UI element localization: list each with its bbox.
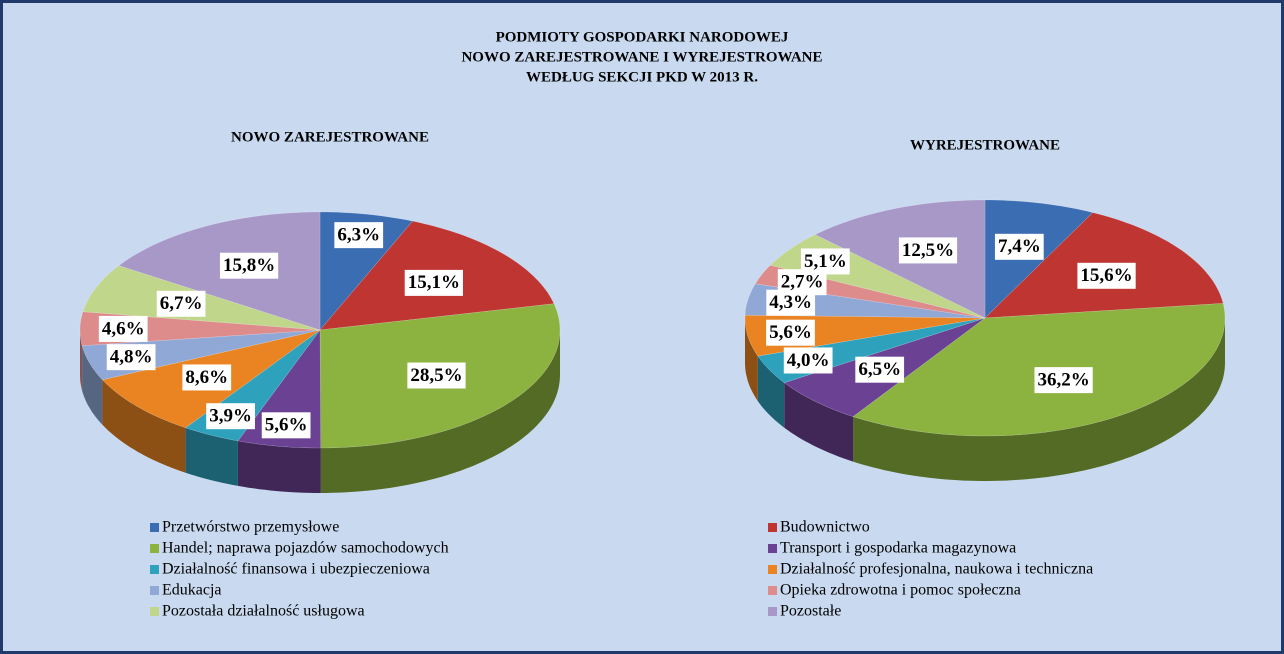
legend-label: Budownictwo [780, 519, 870, 536]
slice-side [745, 318, 758, 402]
slice-side [757, 356, 785, 428]
chart-title: WEDŁUG SEKCJI PKD W 2013 R. [526, 69, 758, 85]
legend-label: Pozostała działalność usługowa [162, 603, 365, 620]
data-label-text: 5,6% [769, 322, 812, 343]
data-label-text: 28,5% [410, 365, 462, 386]
slice-side [185, 427, 238, 486]
data-label-text: 8,6% [185, 367, 228, 388]
pie-title: NOWO ZAREJESTROWANE [231, 129, 429, 145]
slice-side [82, 345, 103, 425]
legend-label: Transport i gospodarka magazynowa [780, 540, 1016, 557]
data-label-text: 3,9% [209, 406, 252, 427]
data-label-bg [106, 344, 156, 371]
legend-label: Działalność profesjonalna, naukowa i tec… [780, 561, 1093, 578]
legend-swatch [768, 544, 777, 553]
data-label-text: 12,5% [902, 240, 954, 261]
data-label-bg [404, 269, 463, 296]
slice-side [237, 440, 321, 493]
legend-swatch [768, 607, 777, 616]
chart-title: NOWO ZAREJESTROWANE I WYREJESTROWANE [461, 49, 822, 65]
data-label-text: 5,6% [265, 415, 308, 436]
data-label-text: 6,5% [858, 359, 901, 380]
pie-title: WYREJESTROWANE [910, 137, 1060, 153]
data-label-bg [98, 315, 148, 342]
legend-label: Przetwórstwo przemysłowe [162, 519, 339, 536]
data-label: 6,7% [156, 290, 206, 317]
data-label-bg [334, 222, 384, 249]
data-label-bg [783, 347, 833, 374]
data-label-bg [898, 237, 958, 264]
data-label-text: 15,6% [1080, 265, 1132, 286]
data-label: 5,6% [766, 319, 815, 346]
data-label: 5,6% [261, 412, 311, 439]
legend-label: Handel; naprawa pojazdów samochodowych [162, 540, 449, 557]
data-label: 36,2% [1034, 367, 1093, 394]
slice-side [784, 382, 854, 462]
data-label-text: 7,4% [998, 236, 1041, 257]
data-label-bg [219, 252, 279, 279]
data-label-bg [994, 233, 1044, 260]
chart-title: PODMIOTY GOSPODARKI NARODOWEJ [496, 29, 789, 45]
data-label-text: 5,1% [804, 251, 847, 272]
data-label: 4,6% [98, 315, 148, 342]
slice-side [853, 318, 1225, 481]
data-label-bg [206, 403, 255, 430]
legend-swatch [150, 565, 159, 574]
data-label-bg [766, 319, 815, 346]
data-label-bg [1034, 367, 1093, 394]
legend-swatch [150, 544, 159, 553]
slice-side [80, 330, 83, 391]
legend-swatch [768, 523, 777, 532]
data-label-bg [182, 364, 232, 391]
data-label: 8,6% [182, 364, 232, 391]
legend-swatch [150, 523, 159, 532]
data-label-bg [855, 356, 905, 383]
data-label: 15,6% [1077, 262, 1136, 289]
data-label: 4,8% [106, 344, 156, 371]
data-label-text: 15,8% [223, 255, 275, 276]
legend-swatch [768, 586, 777, 595]
data-label: 28,5% [407, 362, 466, 389]
data-label-text: 4,0% [787, 350, 830, 371]
legend-swatch [150, 586, 159, 595]
data-label-bg [800, 248, 850, 275]
data-label-text: 4,3% [769, 292, 812, 313]
data-label-text: 36,2% [1037, 369, 1089, 390]
data-label-bg [156, 290, 206, 317]
data-label-text: 2,7% [781, 272, 824, 293]
data-label-text: 6,3% [337, 224, 380, 245]
slice-side [320, 330, 560, 493]
data-label: 5,1% [800, 248, 850, 275]
legend-label: Edukacja [162, 582, 222, 599]
data-label: 6,3% [334, 222, 384, 249]
legend-label: Opieka zdrowotna i pomoc społeczna [780, 582, 1021, 599]
data-label-bg [261, 412, 311, 439]
data-label-text: 6,7% [160, 293, 203, 314]
slice-side [102, 379, 186, 473]
data-label-text: 4,8% [110, 347, 153, 368]
data-label-text: 4,6% [102, 318, 145, 339]
data-label: 3,9% [206, 403, 255, 430]
slice [118, 211, 321, 331]
data-label-bg [407, 362, 466, 389]
data-label-text: 15,1% [408, 272, 460, 293]
legend-label: Pozostałe [780, 603, 841, 620]
data-label: 7,4% [994, 233, 1044, 260]
data-label: 15,1% [404, 269, 463, 296]
legend-swatch [150, 607, 159, 616]
legend-swatch [768, 565, 777, 574]
data-label: 6,5% [855, 356, 905, 383]
data-label: 12,5% [898, 237, 958, 264]
data-label-bg [1077, 262, 1136, 289]
data-label: 15,8% [219, 252, 279, 279]
data-label: 4,0% [783, 347, 833, 374]
legend-label: Działalność finansowa i ubezpieczeniowa [162, 561, 430, 578]
